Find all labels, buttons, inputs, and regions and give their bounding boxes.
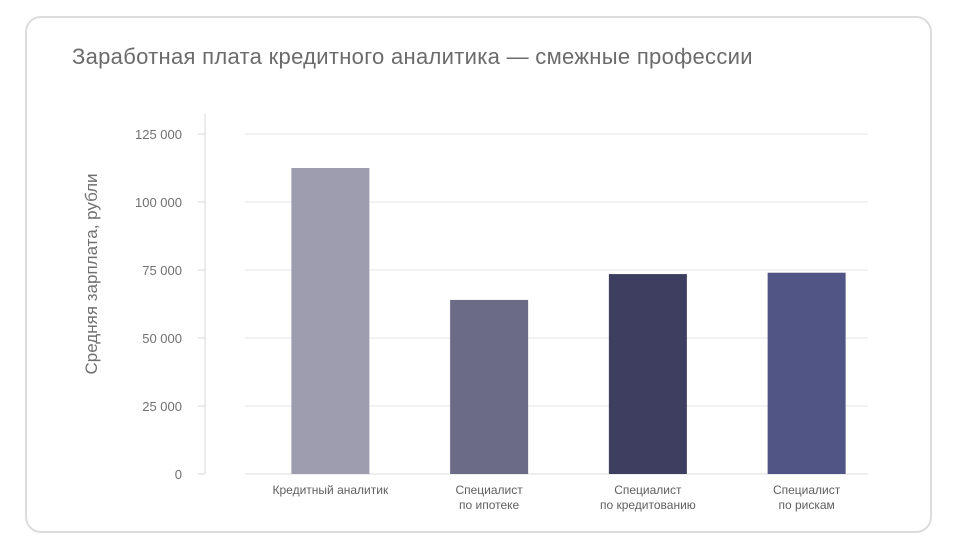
y-tick-label: 0: [175, 467, 182, 482]
bar: [608, 274, 687, 474]
x-axis-labels: Кредитный аналитик Специалист по ипотеке Сп…: [273, 483, 841, 512]
bar: [767, 272, 846, 474]
chart-title: Заработная плата кредитного аналитика — …: [72, 44, 753, 69]
y-tick-label: 125 000: [135, 127, 182, 142]
y-tick-label: 100 000: [135, 195, 182, 210]
y-tick-label: 25 000: [142, 399, 182, 414]
bars: [291, 168, 846, 474]
y-tick-label: 75 000: [142, 263, 182, 278]
x-tick-label: Кредитный аналитик: [273, 483, 389, 497]
y-axis-label: Средняя зарплата, рубли: [82, 173, 101, 374]
bar: [450, 299, 529, 474]
x-tick-label: Специалист по рискам: [773, 483, 841, 512]
y-axis-ticks: 0 25 000 50 000 75 000 100 000 125 000: [135, 127, 205, 482]
bar: [291, 168, 370, 474]
x-tick-label: Специалист по кредитованию: [600, 483, 696, 512]
x-tick-label: Специалист по ипотеке: [455, 483, 523, 512]
y-tick-label: 50 000: [142, 331, 182, 346]
